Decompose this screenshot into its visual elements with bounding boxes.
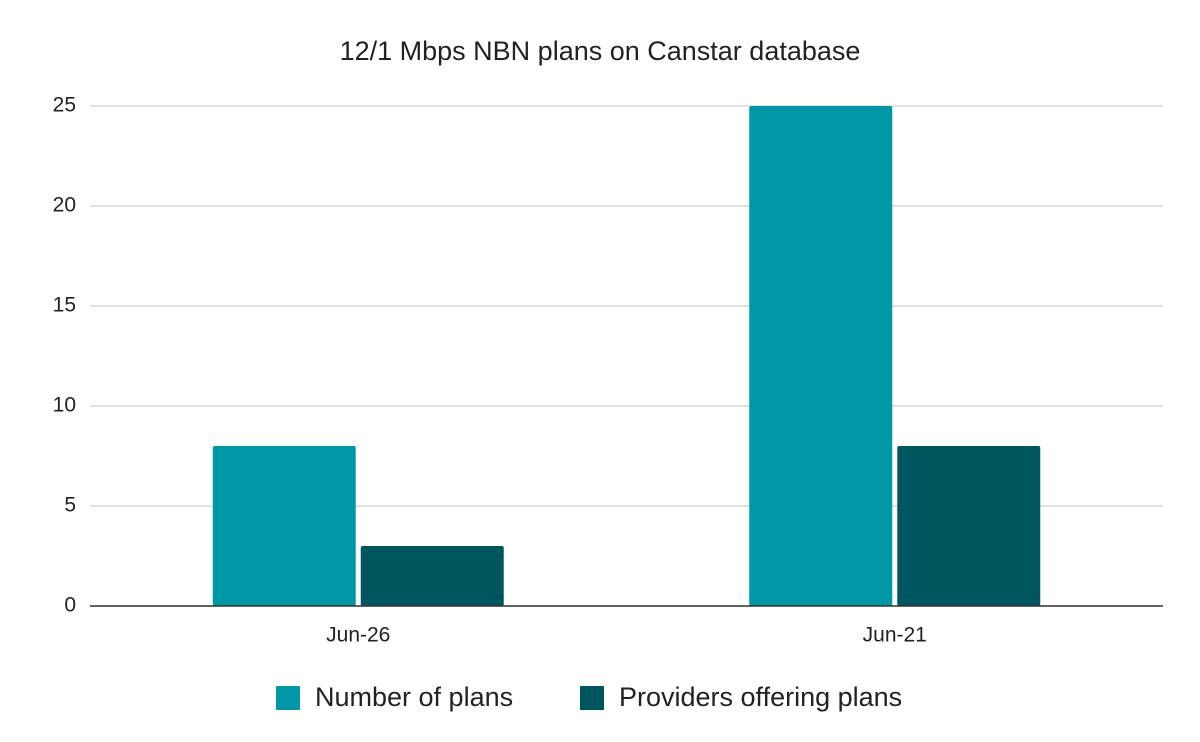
legend-label: Providers offering plans <box>619 682 902 712</box>
y-tick-label: 10 <box>53 394 76 417</box>
legend-swatch <box>276 686 300 710</box>
bar <box>749 106 893 606</box>
legend-swatch <box>580 686 604 710</box>
x-tick-label: Jun-21 <box>863 624 927 647</box>
x-tick-label: Jun-26 <box>326 624 390 647</box>
y-tick-label: 20 <box>53 194 76 217</box>
legend-label: Number of plans <box>315 682 513 712</box>
y-tick-label: 0 <box>64 594 76 617</box>
bar <box>897 446 1041 606</box>
bar <box>360 546 504 606</box>
bar <box>212 446 356 606</box>
y-tick-label: 15 <box>53 294 76 317</box>
y-tick-label: 25 <box>53 94 76 117</box>
y-tick-label: 5 <box>64 494 76 517</box>
chart-title: 12/1 Mbps NBN plans on Canstar database <box>340 36 861 66</box>
